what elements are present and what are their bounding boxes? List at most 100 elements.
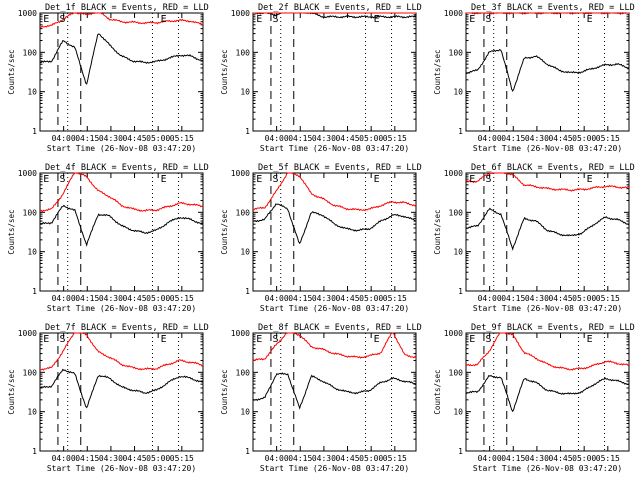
y-tick-label: 10 — [453, 408, 463, 417]
x-tick-label: 04:30 — [99, 134, 123, 143]
x-axis-label: Start Time (26-Nov-08 03:47:20) — [47, 144, 196, 153]
x-tick-label: 04:45 — [122, 454, 146, 463]
plot-frame — [39, 332, 204, 452]
x-tick-label: 04:15 — [75, 454, 99, 463]
y-tick-label: 100 — [236, 368, 251, 377]
y-tick-label: 10 — [27, 248, 37, 257]
annotation-e: E — [469, 334, 475, 345]
x-tick-label: 05:15 — [383, 454, 407, 463]
x-tick-label: 04:30 — [312, 294, 336, 303]
events-series-line — [252, 372, 417, 410]
x-tick-label: 04:00 — [52, 294, 76, 303]
x-tick-label: 05:15 — [170, 454, 194, 463]
annotation-e: E — [374, 334, 380, 345]
x-tick-label: 04:15 — [501, 454, 525, 463]
x-tick-label: 04:45 — [122, 134, 146, 143]
x-axis-label: Start Time (26-Nov-08 03:47:20) — [47, 464, 196, 473]
events-series-line — [465, 207, 630, 251]
x-axis-label: Start Time (26-Nov-08 03:47:20) — [473, 464, 622, 473]
panel-title: Det_1f BLACK = Events, RED = LLD — [45, 3, 209, 13]
annotation-s: S — [273, 14, 279, 25]
y-tick-label: 1 — [245, 127, 250, 136]
x-tick-label: 05:00 — [572, 454, 596, 463]
y-tick-label: 100 — [23, 368, 38, 377]
x-tick-label: 04:00 — [265, 454, 289, 463]
y-tick-label: 10 — [27, 408, 37, 417]
x-tick-label: 04:30 — [525, 454, 549, 463]
x-tick-label: 05:00 — [572, 294, 596, 303]
y-tick-label: 10 — [453, 88, 463, 97]
x-axis-label: Start Time (26-Nov-08 03:47:20) — [260, 304, 409, 313]
panel-title: Det_9f BLACK = Events, RED = LLD — [471, 323, 635, 333]
x-tick-label: 05:15 — [383, 294, 407, 303]
y-tick-label: 10 — [240, 88, 250, 97]
y-tick-label: 1000 — [231, 169, 250, 178]
x-tick-label: 04:00 — [265, 134, 289, 143]
x-tick-label: 04:00 — [52, 454, 76, 463]
y-tick-label: 1 — [458, 127, 463, 136]
x-tick-label: 04:15 — [75, 294, 99, 303]
x-tick-label: 04:45 — [335, 134, 359, 143]
annotation-e: E — [161, 334, 167, 345]
x-tick-label: 04:15 — [288, 134, 312, 143]
lld-series-line — [39, 12, 204, 28]
y-tick-label: 100 — [449, 48, 464, 57]
plot-frame — [39, 172, 204, 292]
events-series-line — [39, 368, 204, 409]
y-tick-label: 1000 — [18, 329, 37, 338]
x-tick-label: 04:15 — [501, 134, 525, 143]
plot-frame — [465, 332, 630, 452]
panel-det-6: 1 10 100 1000 04:00 04:15 04:30 04:45 05:00 05:15… — [433, 163, 635, 313]
annotation-s: S — [60, 14, 66, 25]
y-tick-label: 100 — [23, 48, 38, 57]
panel-title: Det_2f BLACK = Events, RED = LLD — [258, 3, 422, 13]
annotation-e: E — [43, 174, 49, 185]
annotation-s: S — [486, 174, 492, 185]
panel-det-4: 1 10 100 1000 04:00 04:15 04:30 04:45 05:00 05:15… — [7, 163, 209, 313]
x-tick-label: 05:15 — [170, 134, 194, 143]
y-tick-label: 10 — [240, 408, 250, 417]
x-tick-label: 04:00 — [478, 454, 502, 463]
lld-series-line — [466, 12, 629, 15]
annotation-e: E — [587, 174, 593, 185]
events-series-line — [465, 48, 630, 93]
y-axis-label: Counts/sec — [7, 49, 16, 94]
annotation-e: E — [256, 334, 262, 345]
x-axis-label: Start Time (26-Nov-08 03:47:20) — [260, 144, 409, 153]
plot-frame — [252, 332, 417, 452]
plot-frame — [252, 172, 417, 292]
annotation-s: S — [273, 174, 279, 185]
x-axis-label: Start Time (26-Nov-08 03:47:20) — [47, 304, 196, 313]
annotation-e: E — [587, 334, 593, 345]
annotation-s: S — [486, 334, 492, 345]
y-tick-label: 1000 — [444, 329, 463, 338]
annotation-e: E — [161, 174, 167, 185]
lld-series-line — [465, 332, 630, 371]
x-tick-label: 05:00 — [359, 454, 383, 463]
y-tick-label: 1 — [458, 447, 463, 456]
x-tick-label: 04:45 — [548, 294, 572, 303]
annotation-s: S — [273, 334, 279, 345]
panel-det-3: 1 10 100 1000 04:00 04:15 04:30 04:45 05:00 05:15… — [433, 3, 635, 153]
y-tick-label: 1 — [32, 127, 37, 136]
y-axis-label: Counts/sec — [7, 369, 16, 414]
x-tick-label: 04:30 — [99, 454, 123, 463]
y-tick-label: 1 — [32, 287, 37, 296]
x-tick-label: 04:45 — [335, 294, 359, 303]
annotation-e: E — [469, 14, 475, 25]
x-tick-label: 04:45 — [335, 454, 359, 463]
x-tick-label: 05:00 — [359, 134, 383, 143]
y-tick-label: 10 — [240, 248, 250, 257]
y-tick-label: 100 — [236, 48, 251, 57]
x-tick-label: 04:30 — [312, 454, 336, 463]
x-tick-label: 04:30 — [525, 294, 549, 303]
x-tick-label: 04:15 — [288, 454, 312, 463]
annotation-e: E — [587, 14, 593, 25]
annotation-e: E — [256, 14, 262, 25]
x-tick-label: 05:00 — [146, 454, 170, 463]
x-axis-label: Start Time (26-Nov-08 03:47:20) — [473, 144, 622, 153]
events-series-line — [252, 203, 417, 245]
y-tick-label: 1000 — [18, 9, 37, 18]
x-tick-label: 05:15 — [596, 454, 620, 463]
